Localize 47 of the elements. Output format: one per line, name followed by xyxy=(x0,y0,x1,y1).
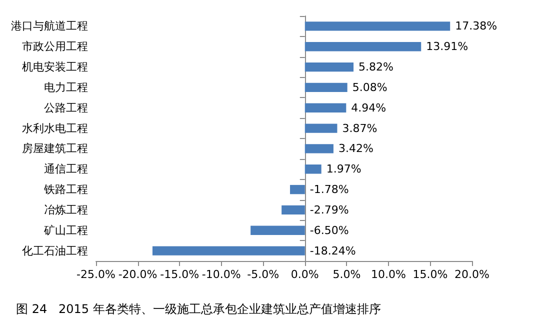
data-label: 3.87% xyxy=(342,122,378,135)
y-tick-label: 机电安装工程 xyxy=(22,60,88,74)
data-label: 5.08% xyxy=(352,80,388,94)
bar xyxy=(290,184,305,194)
data-label: 13.91% xyxy=(426,40,468,54)
y-tick-label: 通信工程 xyxy=(44,162,88,176)
bar xyxy=(282,205,305,215)
y-tick-label: 冶炼工程 xyxy=(44,203,88,216)
x-tick-label: 15.0% xyxy=(412,268,448,281)
x-tick-label: -10.0% xyxy=(202,268,241,281)
x-tick-label: 5.0% xyxy=(332,268,361,281)
y-tick-label: 电力工程 xyxy=(44,80,88,94)
data-label: 5.82% xyxy=(358,60,394,74)
y-tick-label: 港口与航道工程 xyxy=(11,20,88,33)
y-tick-label: 化工石油工程 xyxy=(22,244,88,258)
bar xyxy=(304,82,348,92)
y-tick-label: 公路工程 xyxy=(44,101,88,114)
data-label: 17.38% xyxy=(455,20,498,33)
x-tick-label: 0.0% xyxy=(290,268,319,281)
x-tick-label: -25.0% xyxy=(76,268,116,281)
y-tick-label: 铁路工程 xyxy=(43,183,88,196)
data-label: 4.94% xyxy=(351,101,386,114)
y-tick-label: 水利水电工程 xyxy=(22,122,88,135)
data-label: -1.78% xyxy=(310,183,349,196)
bar xyxy=(304,144,334,154)
data-label: 1.97% xyxy=(326,162,362,176)
bar xyxy=(304,124,338,133)
data-label: -2.79% xyxy=(310,203,349,216)
x-tick-label: -20.0% xyxy=(118,268,158,281)
bar xyxy=(304,42,422,52)
y-tick-label: 房屋建筑工程 xyxy=(22,142,88,156)
bar xyxy=(152,246,305,256)
bar xyxy=(304,164,322,174)
caption: 图 24 2015 年各类特、一级施工总承包企业建筑业总产值增速排序 xyxy=(16,302,381,316)
x-tick-label: 10.0% xyxy=(370,268,406,281)
bar xyxy=(304,22,450,31)
y-tick-label: 矿山工程 xyxy=(43,224,88,237)
bar xyxy=(250,226,305,235)
bar xyxy=(304,62,354,72)
bar xyxy=(304,103,346,112)
x-tick-label: 20.0% xyxy=(454,268,490,281)
data-label: 3.42% xyxy=(338,142,374,156)
data-label: -18.24% xyxy=(310,244,356,258)
x-tick-label: -5.0% xyxy=(247,268,280,281)
y-tick-label: 市政公用工程 xyxy=(22,40,88,54)
x-tick-label: -15.0% xyxy=(160,268,200,281)
data-label: -6.50% xyxy=(310,224,349,237)
